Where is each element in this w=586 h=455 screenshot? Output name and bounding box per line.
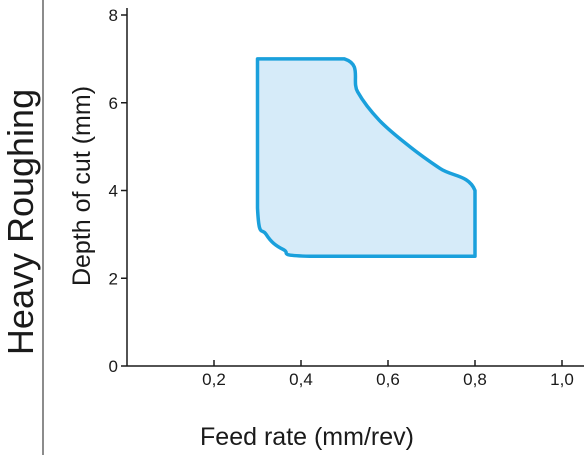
y-tick-label: 6 — [109, 94, 118, 113]
y-tick-label: 4 — [109, 182, 118, 201]
y-axis-title: Depth of cut (mm) — [68, 86, 96, 286]
x-tick-label: 0,8 — [463, 370, 487, 389]
x-axis-title: Feed rate (mm/rev) — [200, 423, 414, 451]
x-tick-label: 0,4 — [289, 370, 313, 389]
side-title: Heavy Roughing — [0, 89, 41, 355]
x-tick-label: 0,2 — [202, 370, 226, 389]
y-tick-label: 2 — [109, 269, 118, 288]
y-tick-label: 8 — [109, 6, 118, 25]
x-tick-label: 0,6 — [376, 370, 400, 389]
operating-region — [255, 57, 477, 259]
y-tick-label: 0 — [109, 357, 118, 376]
axis-ticks: 0 2 4 6 8 0,2 0,4 0,6 0,8 1,0 — [109, 6, 574, 389]
plot-area — [255, 57, 477, 259]
x-tick-label: 1,0 — [550, 370, 574, 389]
